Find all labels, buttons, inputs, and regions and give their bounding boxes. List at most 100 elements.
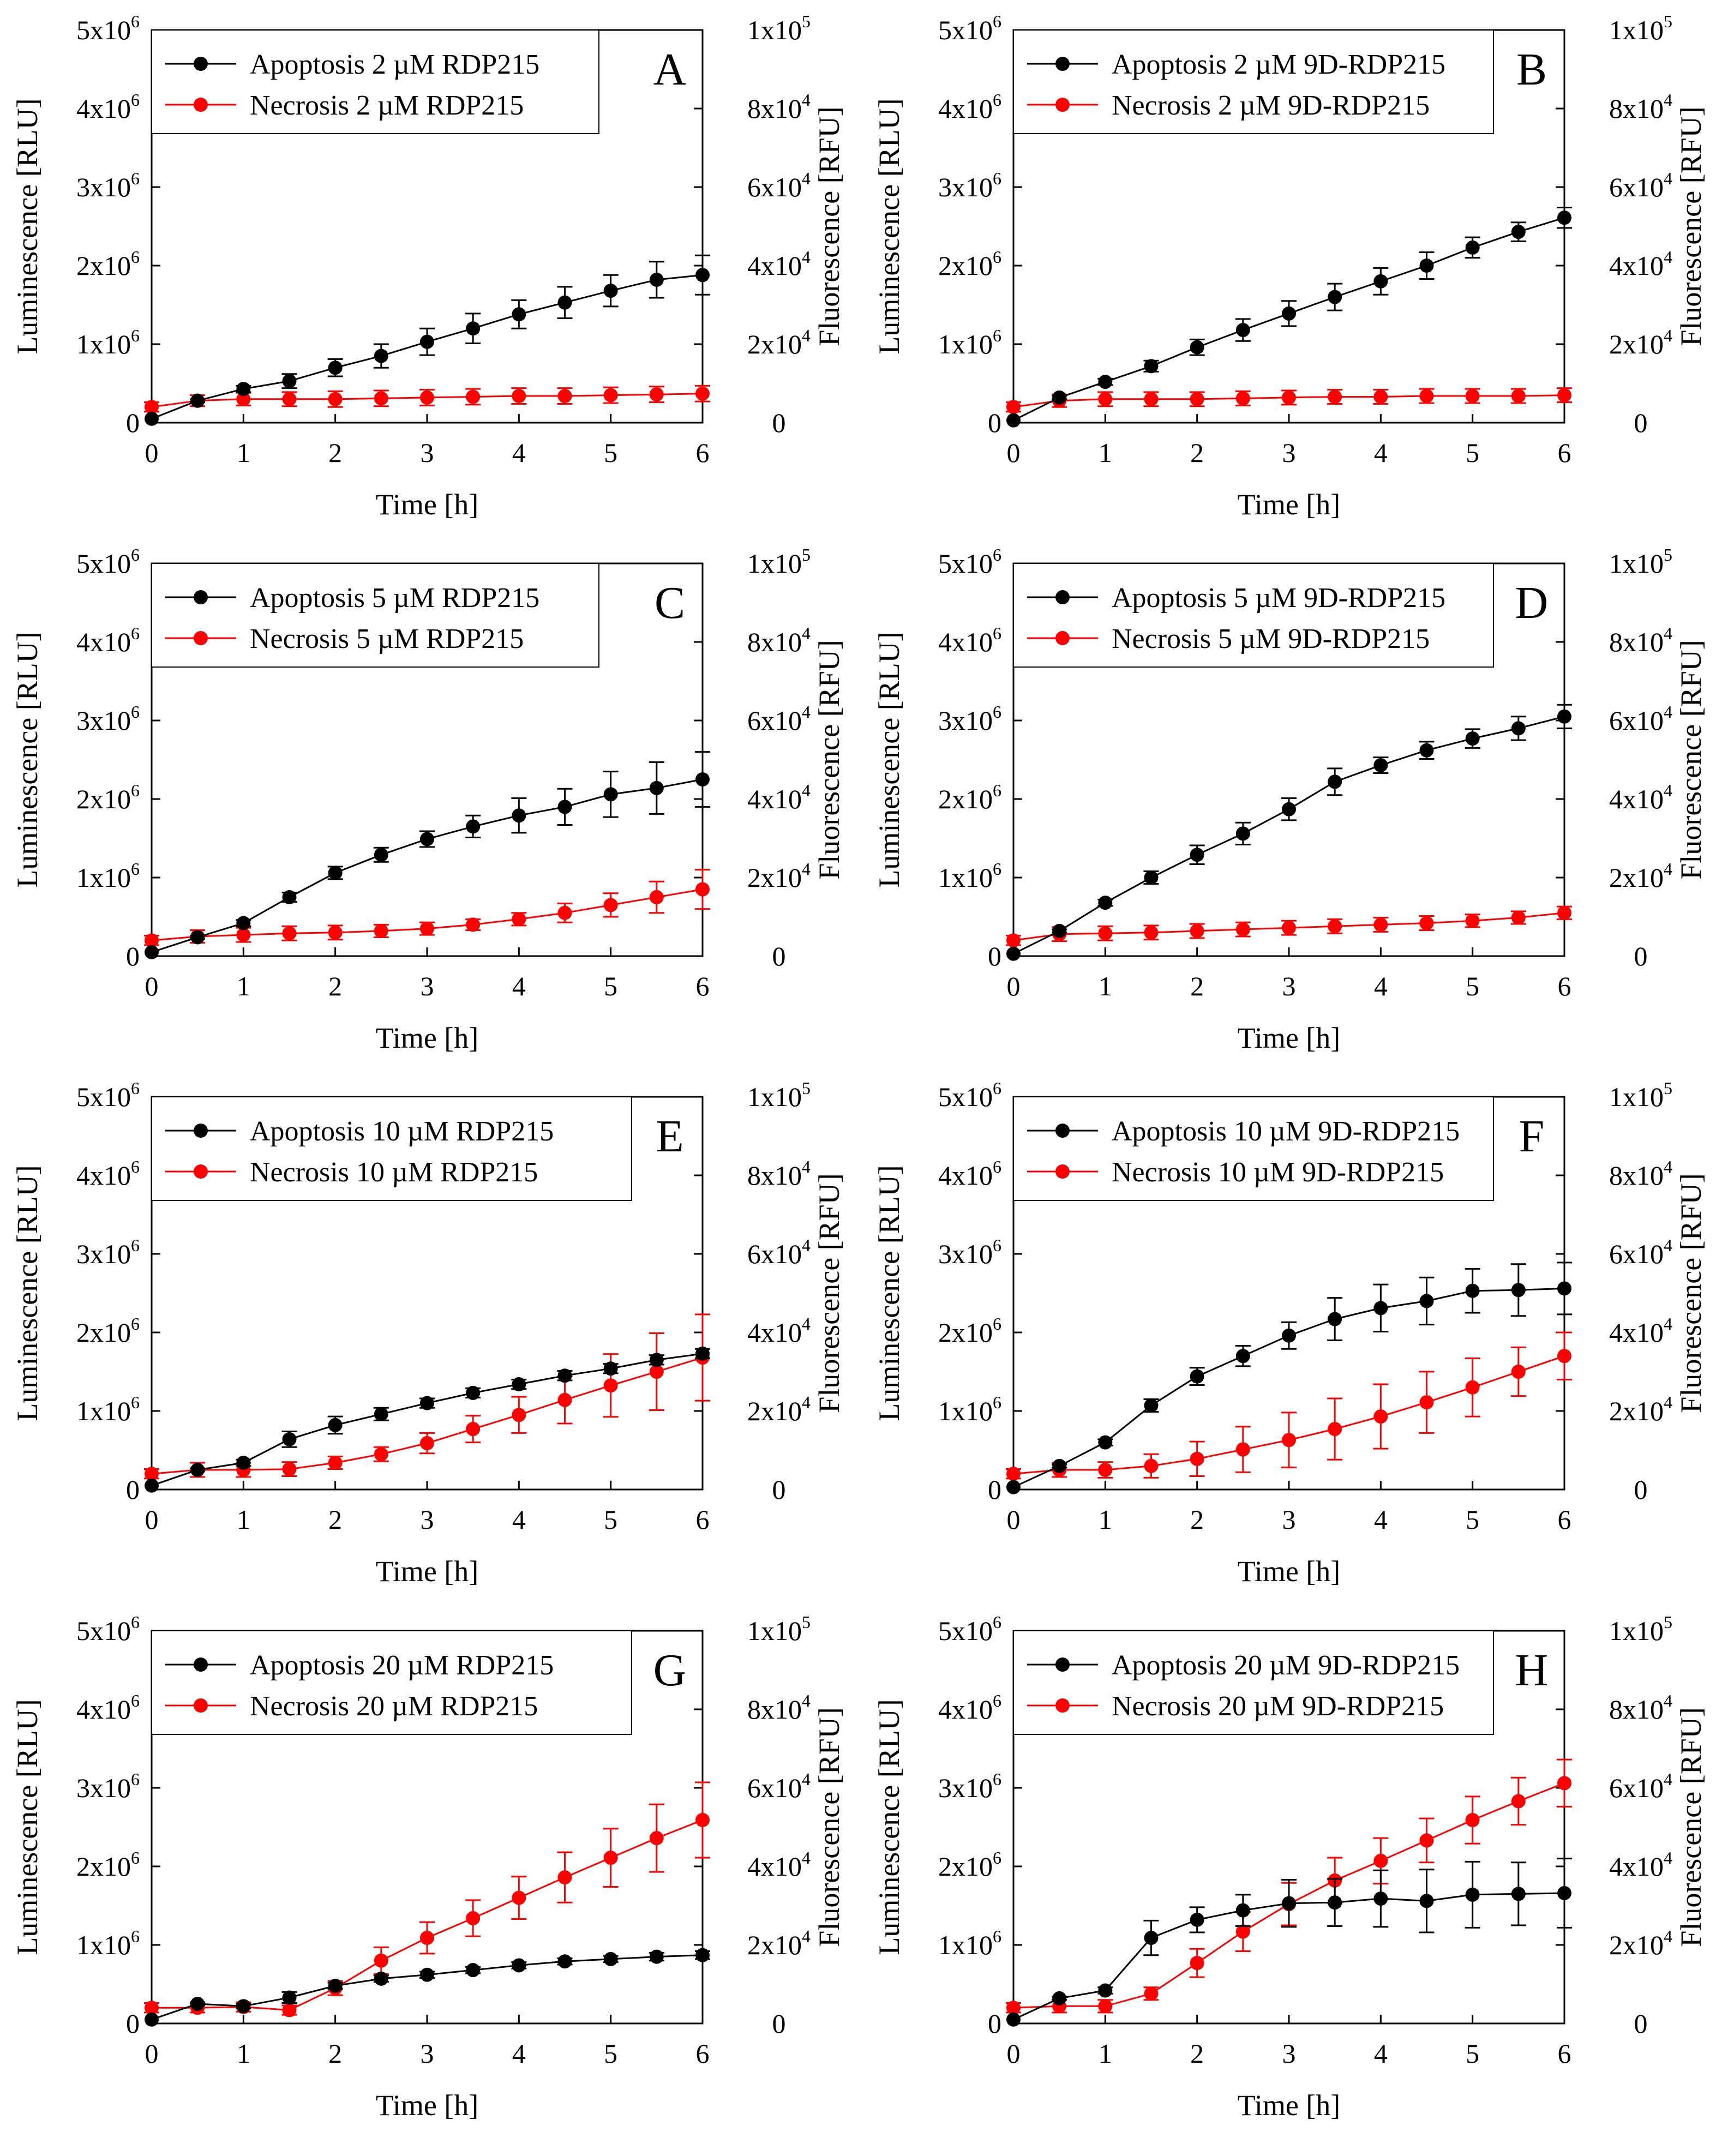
data-point <box>328 1418 343 1432</box>
data-point <box>603 898 618 912</box>
data-point <box>145 1467 159 1481</box>
data-point <box>1419 1294 1434 1308</box>
data-point <box>1006 1467 1021 1481</box>
data-point <box>1235 1349 1250 1364</box>
data-point <box>1511 1794 1526 1809</box>
data-point <box>466 819 481 834</box>
data-point <box>1419 259 1434 273</box>
series-necrosis <box>144 385 710 415</box>
data-point <box>1373 1301 1388 1316</box>
data-point <box>1373 1853 1388 1868</box>
legend-marker <box>1055 1164 1070 1179</box>
panel-letter: E <box>656 1111 683 1162</box>
data-point <box>1098 1435 1113 1450</box>
data-point <box>1557 1349 1571 1364</box>
legend-label: Apoptosis 20 µM 9D-RDP215 <box>1112 1650 1460 1681</box>
data-point <box>649 387 664 402</box>
y-right-tick-label: 8x104 <box>1609 1157 1672 1191</box>
legend-marker <box>1055 57 1070 71</box>
data-point <box>557 1870 572 1885</box>
legend: Apoptosis 10 µM 9D-RDP215 Necrosis 10 µM … <box>1013 1096 1494 1201</box>
data-point <box>1328 1312 1342 1326</box>
y-right-tick-label: 4x104 <box>747 1848 811 1882</box>
y-left-tick-label: 0 <box>988 1474 1001 1505</box>
data-point <box>466 321 481 336</box>
data-point <box>236 382 251 397</box>
data-point <box>1282 390 1296 405</box>
legend: Apoptosis 5 µM 9D-RDP215 Necrosis 5 µM 9D… <box>1013 563 1494 668</box>
y-right-axis-title: Fluorescence [RFU] <box>813 1707 845 1947</box>
panel-letter: H <box>1515 1645 1549 1696</box>
y-left-tick-label: 3x106 <box>76 1235 140 1269</box>
series-apoptosis <box>145 254 710 426</box>
data-point <box>649 272 664 287</box>
data-point <box>649 1949 664 1964</box>
legend-box <box>1013 563 1494 668</box>
legend-label: Necrosis 10 µM RDP215 <box>250 1157 538 1188</box>
y-left-tick-label: 4x106 <box>938 1691 1001 1725</box>
x-tick-label: 1 <box>237 1504 250 1535</box>
y-right-tick-label: 6x104 <box>747 1235 811 1269</box>
data-point <box>1144 870 1159 885</box>
data-point <box>328 1978 343 1993</box>
data-point <box>1557 709 1571 724</box>
data-point <box>145 945 159 959</box>
data-point <box>1190 923 1204 938</box>
y-right-tick-label: 1x105 <box>747 1078 811 1112</box>
legend-box <box>1013 1096 1494 1201</box>
x-tick-label: 3 <box>1282 971 1296 1001</box>
data-point <box>603 388 618 403</box>
data-point <box>1465 389 1480 404</box>
x-tick-label: 6 <box>696 971 710 1001</box>
legend-marker <box>1055 631 1070 645</box>
y-left-tick-label: 0 <box>126 941 140 971</box>
y-left-axis-title: Luminescence [RLU] <box>11 1165 44 1421</box>
data-point <box>1282 921 1296 935</box>
data-point <box>603 284 618 298</box>
x-tick-label: 5 <box>1466 437 1479 468</box>
y-left-tick-label: 2x106 <box>938 1314 1001 1348</box>
y-right-tick-label: 1x105 <box>1609 1078 1672 1112</box>
legend-marker <box>194 1164 208 1179</box>
legend-label: Necrosis 20 µM 9D-RDP215 <box>1112 1691 1444 1722</box>
data-point <box>236 1999 251 2014</box>
data-point <box>420 1931 434 1945</box>
x-tick-label: 3 <box>1282 437 1296 468</box>
y-right-tick-label: 2x104 <box>747 859 811 893</box>
y-left-tick-label: 3x106 <box>938 1235 1001 1269</box>
legend-marker <box>1055 590 1070 604</box>
x-tick-label: 2 <box>328 1504 342 1535</box>
data-point <box>649 1365 664 1379</box>
y-right-tick-label: 1x105 <box>1609 11 1672 45</box>
legend-label: Apoptosis 2 µM RDP215 <box>250 49 539 80</box>
series-necrosis <box>144 1781 710 2017</box>
legend: Apoptosis 5 µM RDP215 Necrosis 5 µM RDP21… <box>151 563 599 668</box>
data-point <box>1006 933 1021 948</box>
y-left-tick-label: 1x106 <box>76 1392 140 1426</box>
data-point <box>374 1447 388 1462</box>
x-tick-label: 5 <box>1466 1504 1479 1535</box>
data-point <box>1282 802 1296 816</box>
y-left-tick-label: 2x106 <box>76 247 140 281</box>
y-left-tick-label: 5x106 <box>938 1612 1001 1646</box>
series-line <box>151 1353 703 1487</box>
data-point <box>603 1951 618 1966</box>
data-point <box>145 933 159 948</box>
legend-label: Necrosis 2 µM RDP215 <box>250 90 524 121</box>
data-point <box>1190 848 1204 862</box>
y-right-tick-label: 0 <box>772 407 786 438</box>
legend-marker <box>194 1124 208 1138</box>
data-point <box>1373 1891 1388 1906</box>
data-point <box>603 1378 618 1393</box>
y-left-tick-label: 4x106 <box>76 623 140 657</box>
y-right-tick-label: 8x104 <box>1609 1691 1672 1725</box>
x-axis-title: Time [h] <box>376 1022 479 1054</box>
data-point <box>1098 1999 1113 2014</box>
x-tick-label: 5 <box>604 971 617 1001</box>
y-left-tick-label: 0 <box>988 2008 1001 2039</box>
y-right-tick-label: 0 <box>772 2008 786 2039</box>
panel-letter: D <box>1515 578 1549 628</box>
x-tick-label: 3 <box>421 437 434 468</box>
y-right-axis-title: Fluorescence [RFU] <box>1675 1707 1707 1947</box>
data-point <box>1006 2001 1021 2015</box>
